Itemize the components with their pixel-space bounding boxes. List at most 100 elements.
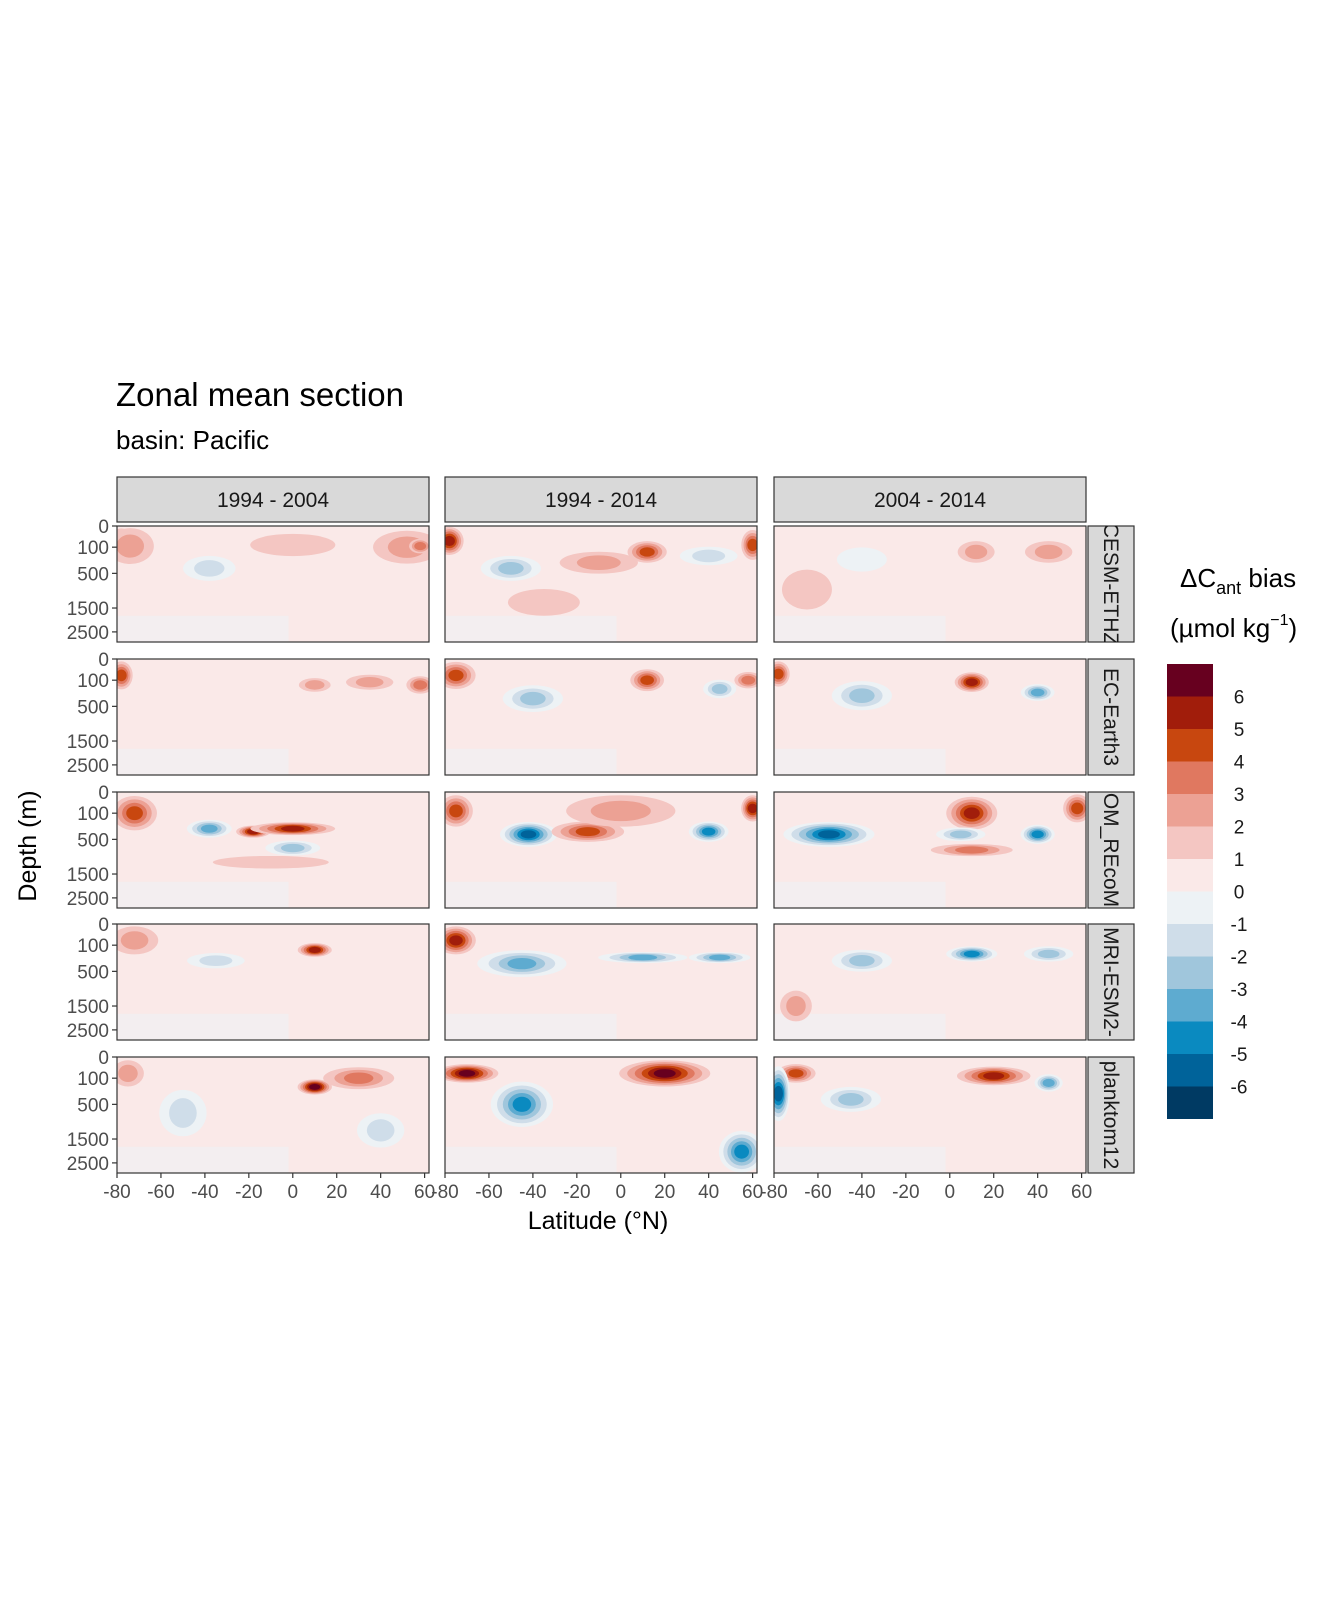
y-tick-label: 1500 [67,1130,109,1151]
chart-subtitle: basin: Pacific [116,425,269,455]
legend-swatch [1167,891,1213,925]
contour-level [836,547,887,572]
contour-level [575,827,600,837]
contour-level [786,995,806,1017]
y-tick-label: 100 [77,936,109,957]
legend-swatch [1167,826,1213,860]
column-strip [444,476,758,523]
x-tick-label: -60 [804,1182,831,1203]
contour-level [788,1069,804,1078]
facet-panel-r2-c1 [445,792,757,908]
column-strip [116,476,430,523]
x-tick-label: 60 [414,1182,435,1203]
legend-label: 2 [1234,818,1245,839]
panel-border [116,791,430,909]
contour-level [692,549,726,563]
contour-level [355,677,384,688]
y-tick-label: 500 [77,697,109,718]
panel-border [444,525,758,643]
x-tick-label: -20 [892,1182,919,1203]
x-tick-label: 0 [287,1182,298,1203]
facet-panel-r3-c0 [117,924,429,1040]
contour-level [849,688,875,703]
legend-label: -2 [1231,948,1248,969]
background-band [445,748,617,775]
legend-swatch-bottom [1167,1086,1213,1119]
legend-label: 3 [1234,785,1245,806]
y-tick-label: 0 [98,1048,109,1069]
legend-unit: (µmol kg−1) [1170,612,1297,643]
y-tick-label: 0 [98,783,109,804]
legend-title-subscript: ant [1216,578,1241,598]
panel-border [444,791,758,909]
column-strip-label: 1994 - 2014 [545,489,657,512]
column-strip [773,476,1087,523]
x-tick-label: 60 [742,1182,763,1203]
y-tick-label: 2500 [67,623,109,644]
y-tick-label: 100 [77,1069,109,1090]
contour-level [1042,1078,1055,1087]
contour-level [838,1092,864,1106]
background-band [117,748,289,775]
legend-swatch [1167,924,1213,957]
y-tick-label: 1500 [67,865,109,886]
facet-panel-r0-c0 [117,526,429,642]
legend-swatch [1167,1054,1213,1087]
row-strip-label: EC-Earth3 [1099,668,1122,766]
legend-keys: 6 5 4 3 2 1 0 -1 -2 -3 -4 -5 -6 [1167,664,1248,1119]
background-band [117,1146,289,1173]
contour-level [117,669,127,682]
contour-level [448,669,464,682]
x-tick-label: -60 [147,1182,174,1203]
background-band [445,615,617,642]
panel-border [444,923,758,1041]
contour-level [520,691,546,706]
contour-level [1034,544,1063,560]
facet-panel-r1-c2 [774,659,1086,775]
chart-title: Zonal mean section [116,376,404,413]
panel-border [444,658,758,776]
background-band [774,1146,946,1173]
y-tick-label: 0 [98,517,109,538]
legend-label: -6 [1231,1078,1248,1099]
row-strip-label: OM_REcoM [1099,793,1122,907]
y-axis-title: Depth (m) [14,790,42,901]
axes: 0000010010010010010050050050050050015001… [67,517,1092,1203]
row-strip-text-group: OM_REcoM [1099,793,1122,907]
y-tick-label: 0 [98,915,109,936]
legend-label: -4 [1231,1013,1248,1034]
facet-panel-r3-c1 [445,924,757,1040]
background-band [445,1013,617,1040]
x-tick-label: 40 [698,1182,719,1203]
x-tick-label: -60 [475,1182,502,1203]
panel-border [444,1056,758,1174]
contour-level [709,954,731,961]
row-strip-text-group: planktom12 [1099,1061,1122,1170]
legend-label: 4 [1234,753,1245,774]
row-strip [1087,791,1135,909]
background-band [117,615,289,642]
legend-unit-close: ) [1288,613,1297,643]
contour-level [212,855,329,869]
contour-level [747,803,757,814]
x-tick-label: 20 [326,1182,347,1203]
legend-label: -5 [1231,1045,1248,1066]
contour-level [639,547,655,557]
contour-level [118,1064,138,1083]
facet-panel-r0-c2 [774,526,1086,642]
panel-border [773,525,1087,643]
legend-swatch [1167,664,1213,697]
contour-level [949,830,972,839]
legend-label: -1 [1231,915,1248,936]
contour-level [817,830,840,839]
row-strip-text-group: EC-Earth3 [1099,668,1122,766]
background-band [774,615,946,642]
contour-level [741,675,756,685]
legend-label: 0 [1234,883,1245,904]
contour-level [280,825,305,832]
facet-panel-r0-c1 [445,526,757,642]
panel-border [116,923,430,1041]
x-tick-label: 60 [1071,1182,1092,1203]
